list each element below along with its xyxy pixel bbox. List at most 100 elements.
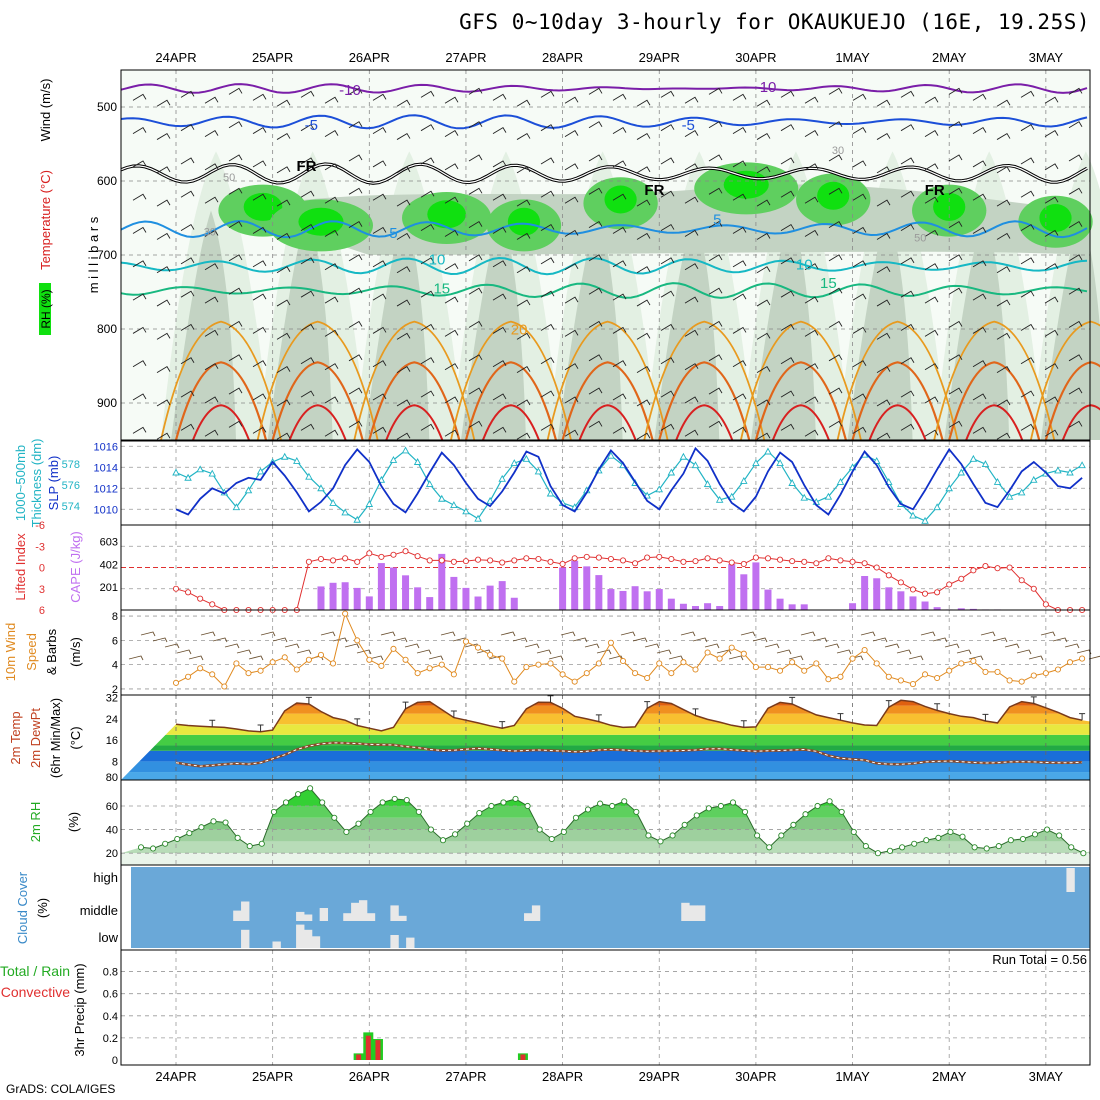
lifted-index-point xyxy=(619,557,627,564)
wind-barb xyxy=(492,160,507,168)
cape-bar xyxy=(849,603,857,610)
lifted-index-point xyxy=(801,558,808,565)
minmax-bar xyxy=(595,714,602,722)
wind-barb xyxy=(876,99,891,107)
wind-barb xyxy=(492,226,507,234)
lifted-index-point xyxy=(595,554,602,561)
thickness-point xyxy=(184,473,192,481)
wind-barb xyxy=(188,655,204,661)
wind-barb xyxy=(708,187,723,195)
wind-barb xyxy=(948,420,963,428)
lifted-index-point xyxy=(934,589,941,596)
wind-speed-point xyxy=(281,654,288,661)
wind-barb xyxy=(348,320,363,328)
isotherm-30 xyxy=(771,404,830,441)
thickness-point xyxy=(703,480,712,487)
wind-speed-point xyxy=(185,673,192,680)
precip-tick: 0.8 xyxy=(103,967,118,979)
wind-speed-point xyxy=(209,671,216,678)
wind-barb xyxy=(828,387,843,395)
wind-barb xyxy=(492,293,507,301)
date-label-bottom: 29APR xyxy=(639,1069,680,1084)
cape-bar xyxy=(740,574,748,610)
lifted-index-point xyxy=(849,558,856,565)
wind-barb xyxy=(828,254,843,262)
wind-barb xyxy=(132,193,147,201)
wind-speed-point xyxy=(885,673,892,680)
cloud-block xyxy=(303,914,313,921)
wind-barb xyxy=(944,643,960,649)
cloud-block xyxy=(351,902,360,921)
rh-legend-label: RH (%) xyxy=(39,289,53,328)
wind-barb xyxy=(812,637,828,643)
wind-barb xyxy=(252,160,267,168)
rh2m-point xyxy=(886,847,894,854)
thickness-point xyxy=(498,474,506,482)
pressure-axis-label: m i l l i b a r s xyxy=(86,216,101,293)
wind-speed-point xyxy=(354,637,361,644)
lifted-index-point xyxy=(740,560,747,568)
rh-bands xyxy=(121,788,1090,854)
wind-barb xyxy=(276,266,291,274)
rh2m-point xyxy=(1031,831,1039,838)
thickness-point xyxy=(667,468,676,476)
wind-speed-point xyxy=(619,657,627,665)
wind-barb xyxy=(540,124,555,132)
wind-barb xyxy=(320,631,336,637)
wind-barb xyxy=(996,232,1011,240)
wind-barb xyxy=(396,332,411,340)
wind-barb xyxy=(1016,649,1032,655)
thickness-point xyxy=(691,461,700,469)
wind-barb xyxy=(732,93,747,101)
isotherm-30 xyxy=(288,404,347,441)
wind-barb xyxy=(1044,363,1059,371)
rh2m-point xyxy=(403,797,410,804)
wind-barb xyxy=(180,390,195,398)
cloud-block xyxy=(303,929,313,948)
wind-barb xyxy=(300,357,315,365)
wind-barb xyxy=(644,643,660,649)
thickness-point xyxy=(329,499,337,506)
wind-barb xyxy=(612,193,627,201)
wind-barb xyxy=(804,329,819,337)
wind-tick: 8 xyxy=(112,611,118,623)
lifted-index-point xyxy=(716,557,723,564)
wind-barb xyxy=(804,396,819,404)
thickness-point xyxy=(438,494,446,502)
wind-barb xyxy=(228,287,243,295)
contour-label: FR xyxy=(296,158,316,175)
wind-barb xyxy=(996,332,1011,340)
minmax-bar xyxy=(547,695,554,703)
date-label-bottom: 26APR xyxy=(349,1069,390,1084)
cape-bar xyxy=(426,597,434,610)
rh2m-point xyxy=(874,850,882,857)
cape-bar xyxy=(704,603,712,610)
wind-barb xyxy=(588,221,603,229)
rh2m-point xyxy=(778,832,785,839)
wind-barb xyxy=(300,290,315,298)
wind-speed-point xyxy=(680,659,687,666)
lifted-index-point xyxy=(523,555,530,562)
temp-axis-label: (6hr Min/Max) xyxy=(48,698,63,778)
rh2m-point xyxy=(899,844,906,851)
wind-barb xyxy=(996,99,1011,107)
thickness-point xyxy=(945,484,953,492)
thickness-point xyxy=(836,478,845,485)
wind-barb xyxy=(156,199,171,207)
wind-barb xyxy=(444,396,459,404)
wind-barb xyxy=(180,423,195,431)
wind-barb xyxy=(684,129,699,137)
pressure-tick: 500 xyxy=(97,100,117,114)
wind-barb xyxy=(756,166,771,174)
wind-speed-point xyxy=(221,683,228,690)
cape-bar xyxy=(474,596,482,610)
thickness-point xyxy=(1030,475,1038,483)
thickness-point xyxy=(981,460,990,468)
wind-barb xyxy=(468,387,483,395)
wind-speed-point xyxy=(269,659,276,666)
wind-barb xyxy=(924,229,939,237)
cape-bar xyxy=(353,587,361,610)
lifted-index-point xyxy=(499,559,506,566)
wind-barb xyxy=(512,637,528,643)
wind-tick: 4 xyxy=(112,660,118,672)
